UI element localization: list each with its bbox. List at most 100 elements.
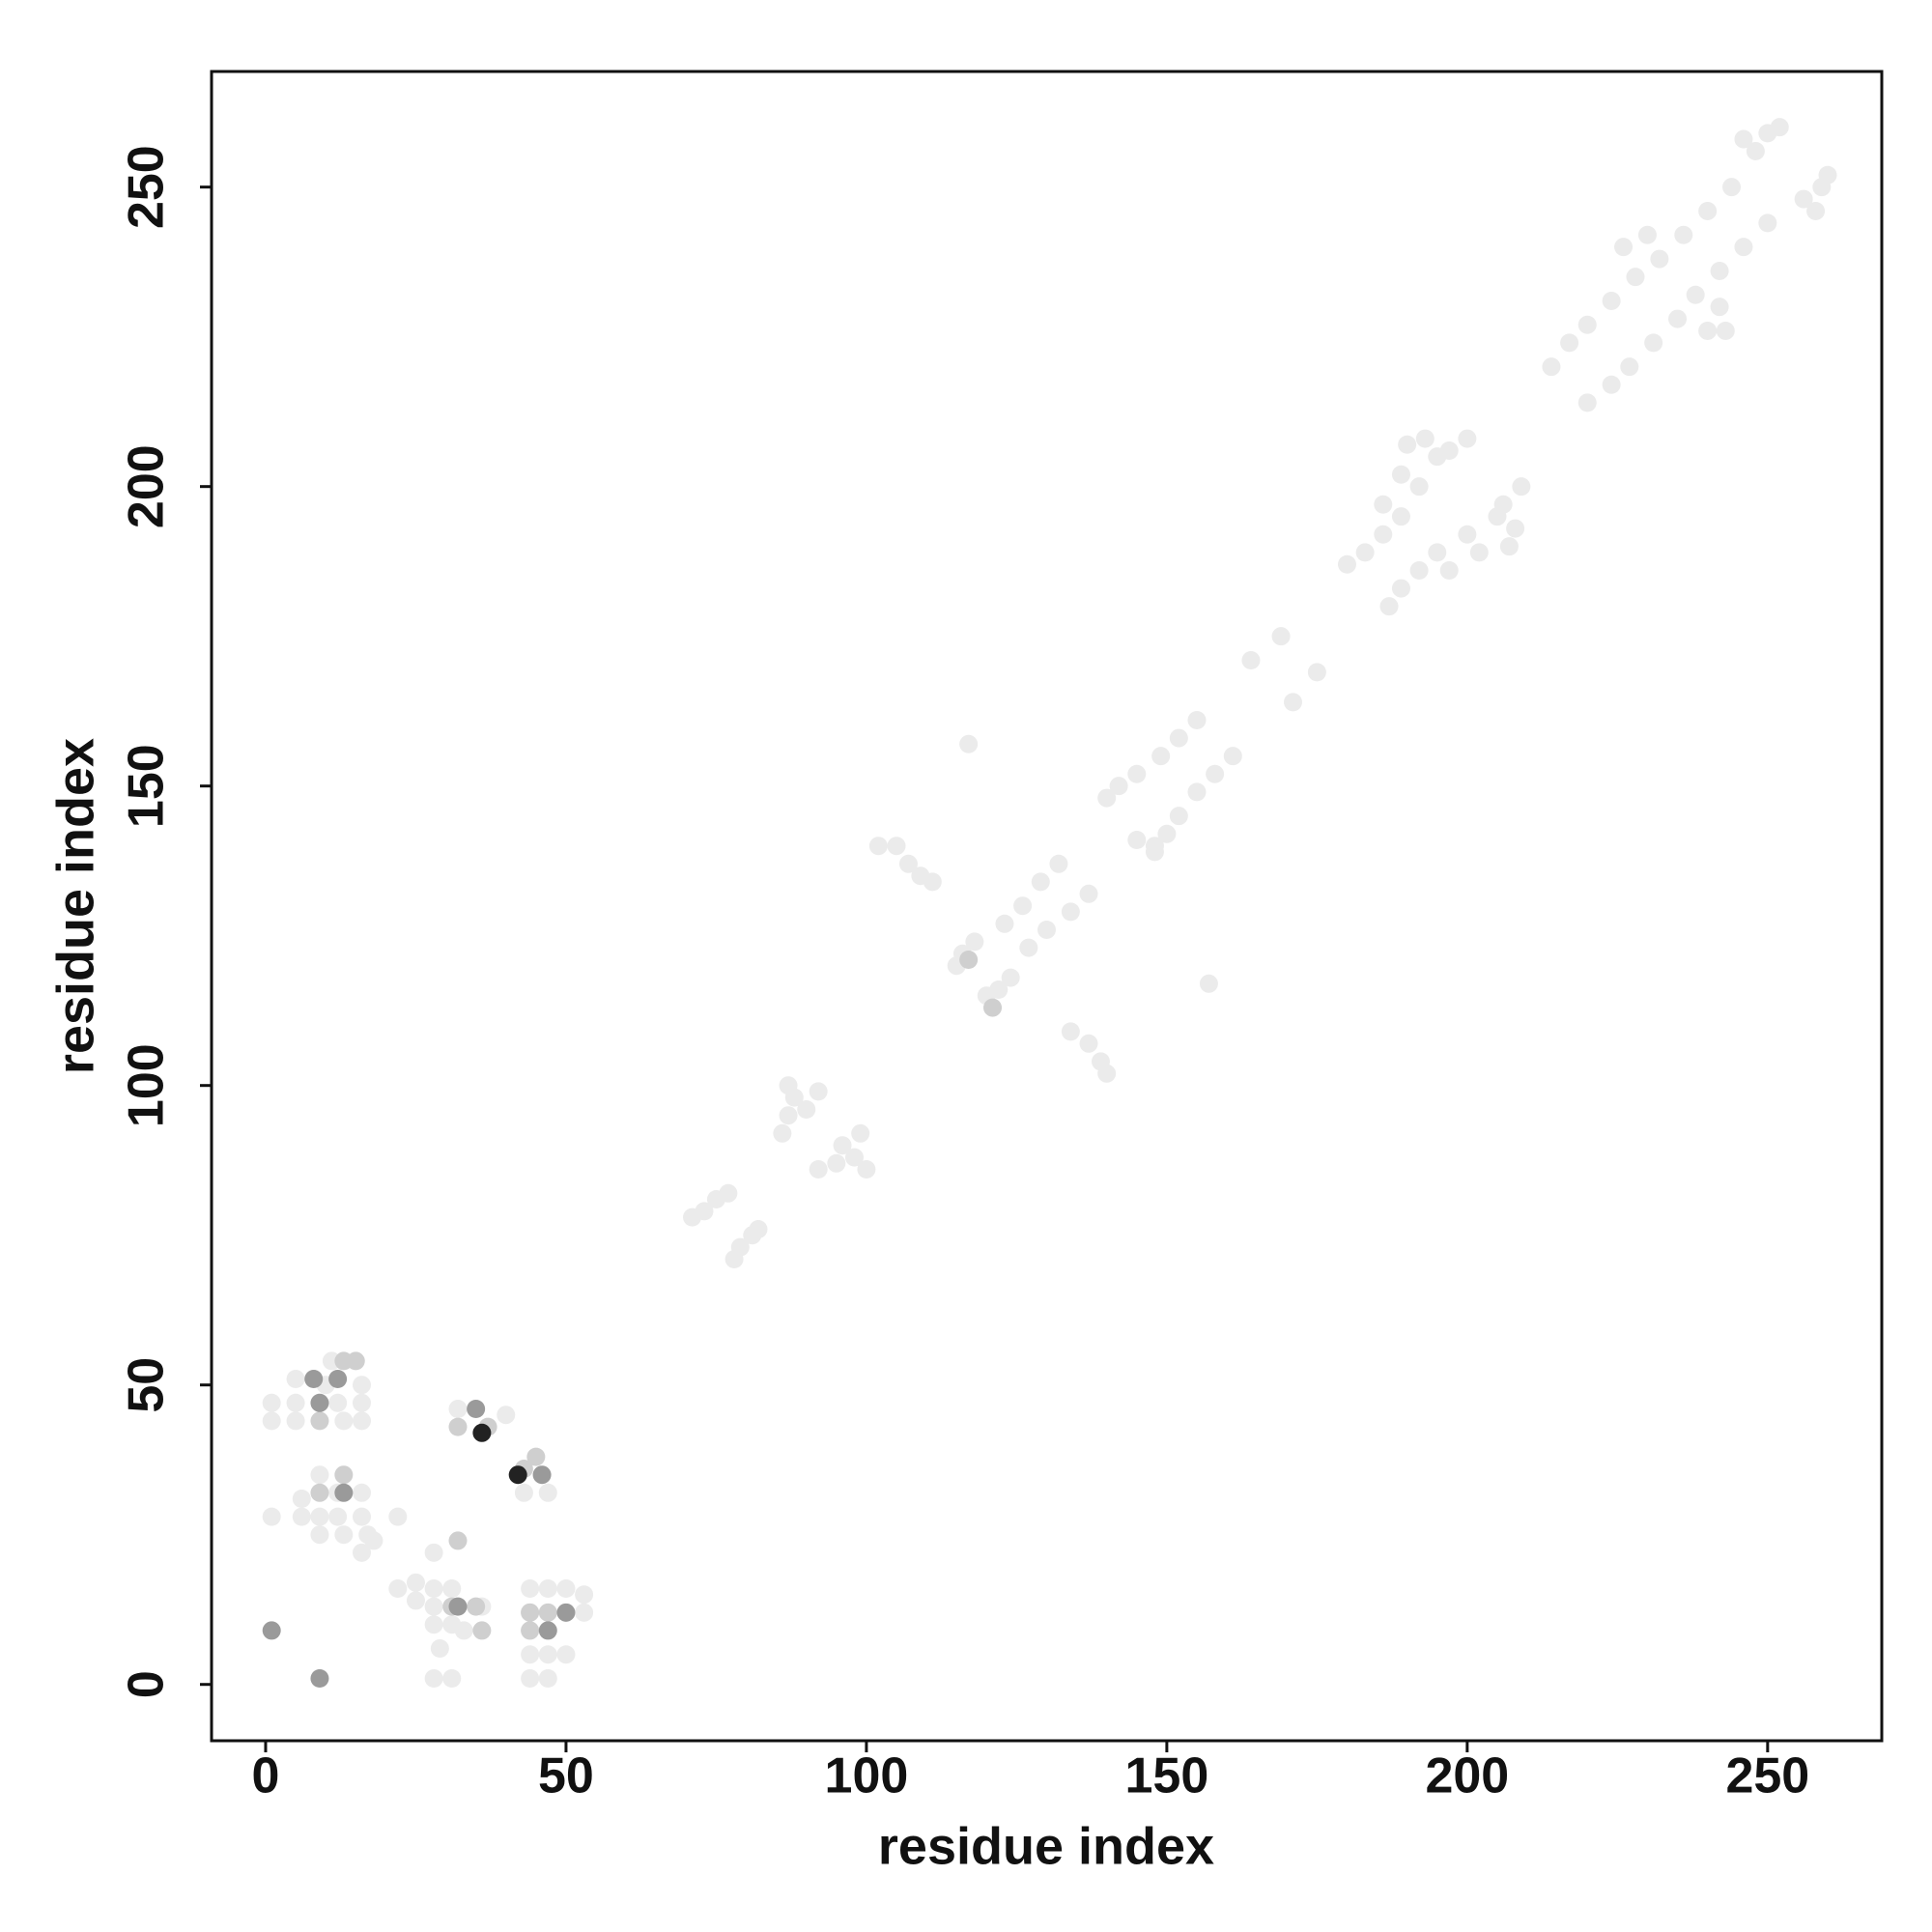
contact-point (448, 1400, 468, 1419)
contact-point (538, 1603, 557, 1622)
x-tick-label: 200 (1425, 1748, 1509, 1804)
contact-point (809, 1159, 828, 1179)
contact-point (1061, 902, 1080, 922)
y-tick-label: 200 (119, 444, 175, 528)
contact-point (262, 1411, 281, 1431)
contact-point (448, 1417, 468, 1436)
contact-point (1355, 543, 1375, 562)
contact-point (497, 1406, 516, 1425)
contact-point (352, 1411, 371, 1431)
contact-point (521, 1669, 540, 1689)
contact-point (1602, 291, 1621, 310)
contact-point (262, 1507, 281, 1526)
y-tick-label: 150 (119, 744, 175, 828)
contact-point (1493, 495, 1513, 514)
contact-point (1206, 764, 1225, 783)
contact-point (1698, 201, 1718, 220)
contact-point (424, 1669, 443, 1689)
contact-point (1794, 189, 1813, 209)
contact-point (1620, 357, 1639, 377)
contact-point (965, 932, 984, 952)
contact-point (1734, 238, 1753, 257)
contact-point (556, 1645, 576, 1664)
contact-point (857, 1159, 876, 1179)
y-axis-label: residue index (46, 738, 104, 1074)
contact-point (1542, 357, 1561, 377)
contact-point (1271, 627, 1291, 646)
contact-point (328, 1393, 348, 1412)
contact-point (868, 837, 888, 856)
contact-point (989, 980, 1009, 999)
contact-point (1415, 429, 1435, 448)
contact-point (1439, 440, 1459, 460)
contact-point (827, 1153, 846, 1173)
contact-point (538, 1669, 557, 1689)
contact-point (521, 1621, 540, 1640)
contact-point (1374, 525, 1393, 544)
contact-point (352, 1483, 371, 1502)
contact-point (538, 1621, 557, 1640)
contact-point (1710, 298, 1729, 317)
contact-point (1698, 321, 1718, 340)
contact-point (1398, 435, 1417, 454)
contact-point (1614, 238, 1634, 257)
contact-point (1469, 543, 1489, 562)
contact-point (1109, 777, 1128, 796)
contact-point (959, 950, 979, 969)
contact-point (1439, 560, 1459, 580)
contact-point (556, 1603, 576, 1622)
contact-point (1187, 782, 1207, 802)
contact-point (406, 1591, 425, 1610)
contact-point (328, 1507, 348, 1526)
contact-point (538, 1645, 557, 1664)
contact-point (1710, 261, 1729, 280)
plot-frame (210, 70, 1884, 1743)
contact-point (1169, 728, 1188, 748)
contact-point (1283, 693, 1302, 712)
contact-point (575, 1585, 594, 1605)
contact-point (364, 1531, 384, 1550)
contact-point (898, 854, 918, 873)
contact-point (833, 1136, 852, 1155)
y-tick-label: 250 (119, 145, 175, 229)
contact-point (779, 1106, 798, 1125)
contact-point (575, 1603, 594, 1622)
contact-point (695, 1202, 714, 1221)
contact-point (388, 1579, 408, 1599)
contact-point (1157, 824, 1177, 843)
contact-point (844, 1148, 864, 1167)
contact-point (1379, 597, 1399, 616)
contact-point (1374, 495, 1393, 514)
contact-point (424, 1597, 443, 1616)
contact-point (1097, 788, 1117, 808)
contact-point (310, 1465, 329, 1485)
contact-point (1049, 854, 1068, 873)
points (262, 118, 1837, 1689)
contact-point (1169, 807, 1188, 826)
x-tick-label: 0 (252, 1748, 280, 1804)
contact-point (508, 1465, 527, 1485)
contact-point (1644, 333, 1663, 353)
contact-point (532, 1465, 552, 1485)
contact-point (1674, 225, 1693, 244)
contact-point (448, 1531, 468, 1550)
contact-point (467, 1597, 486, 1616)
contact-point (1127, 764, 1147, 783)
x-tick-label: 150 (1125, 1748, 1209, 1804)
contact-point (388, 1507, 408, 1526)
contact-point (1001, 968, 1020, 987)
x-tick-label: 100 (825, 1748, 909, 1804)
contact-point (521, 1645, 540, 1664)
contact-point (1577, 315, 1597, 334)
contact-point (334, 1411, 354, 1431)
contact-point (472, 1423, 492, 1442)
contact-point (1758, 213, 1777, 233)
contact-point (773, 1123, 792, 1143)
contact-point (467, 1400, 486, 1419)
contact-point (730, 1237, 750, 1257)
y-tick-label: 0 (119, 1670, 175, 1698)
contact-point (887, 837, 906, 856)
y-tick-label: 100 (119, 1043, 175, 1127)
